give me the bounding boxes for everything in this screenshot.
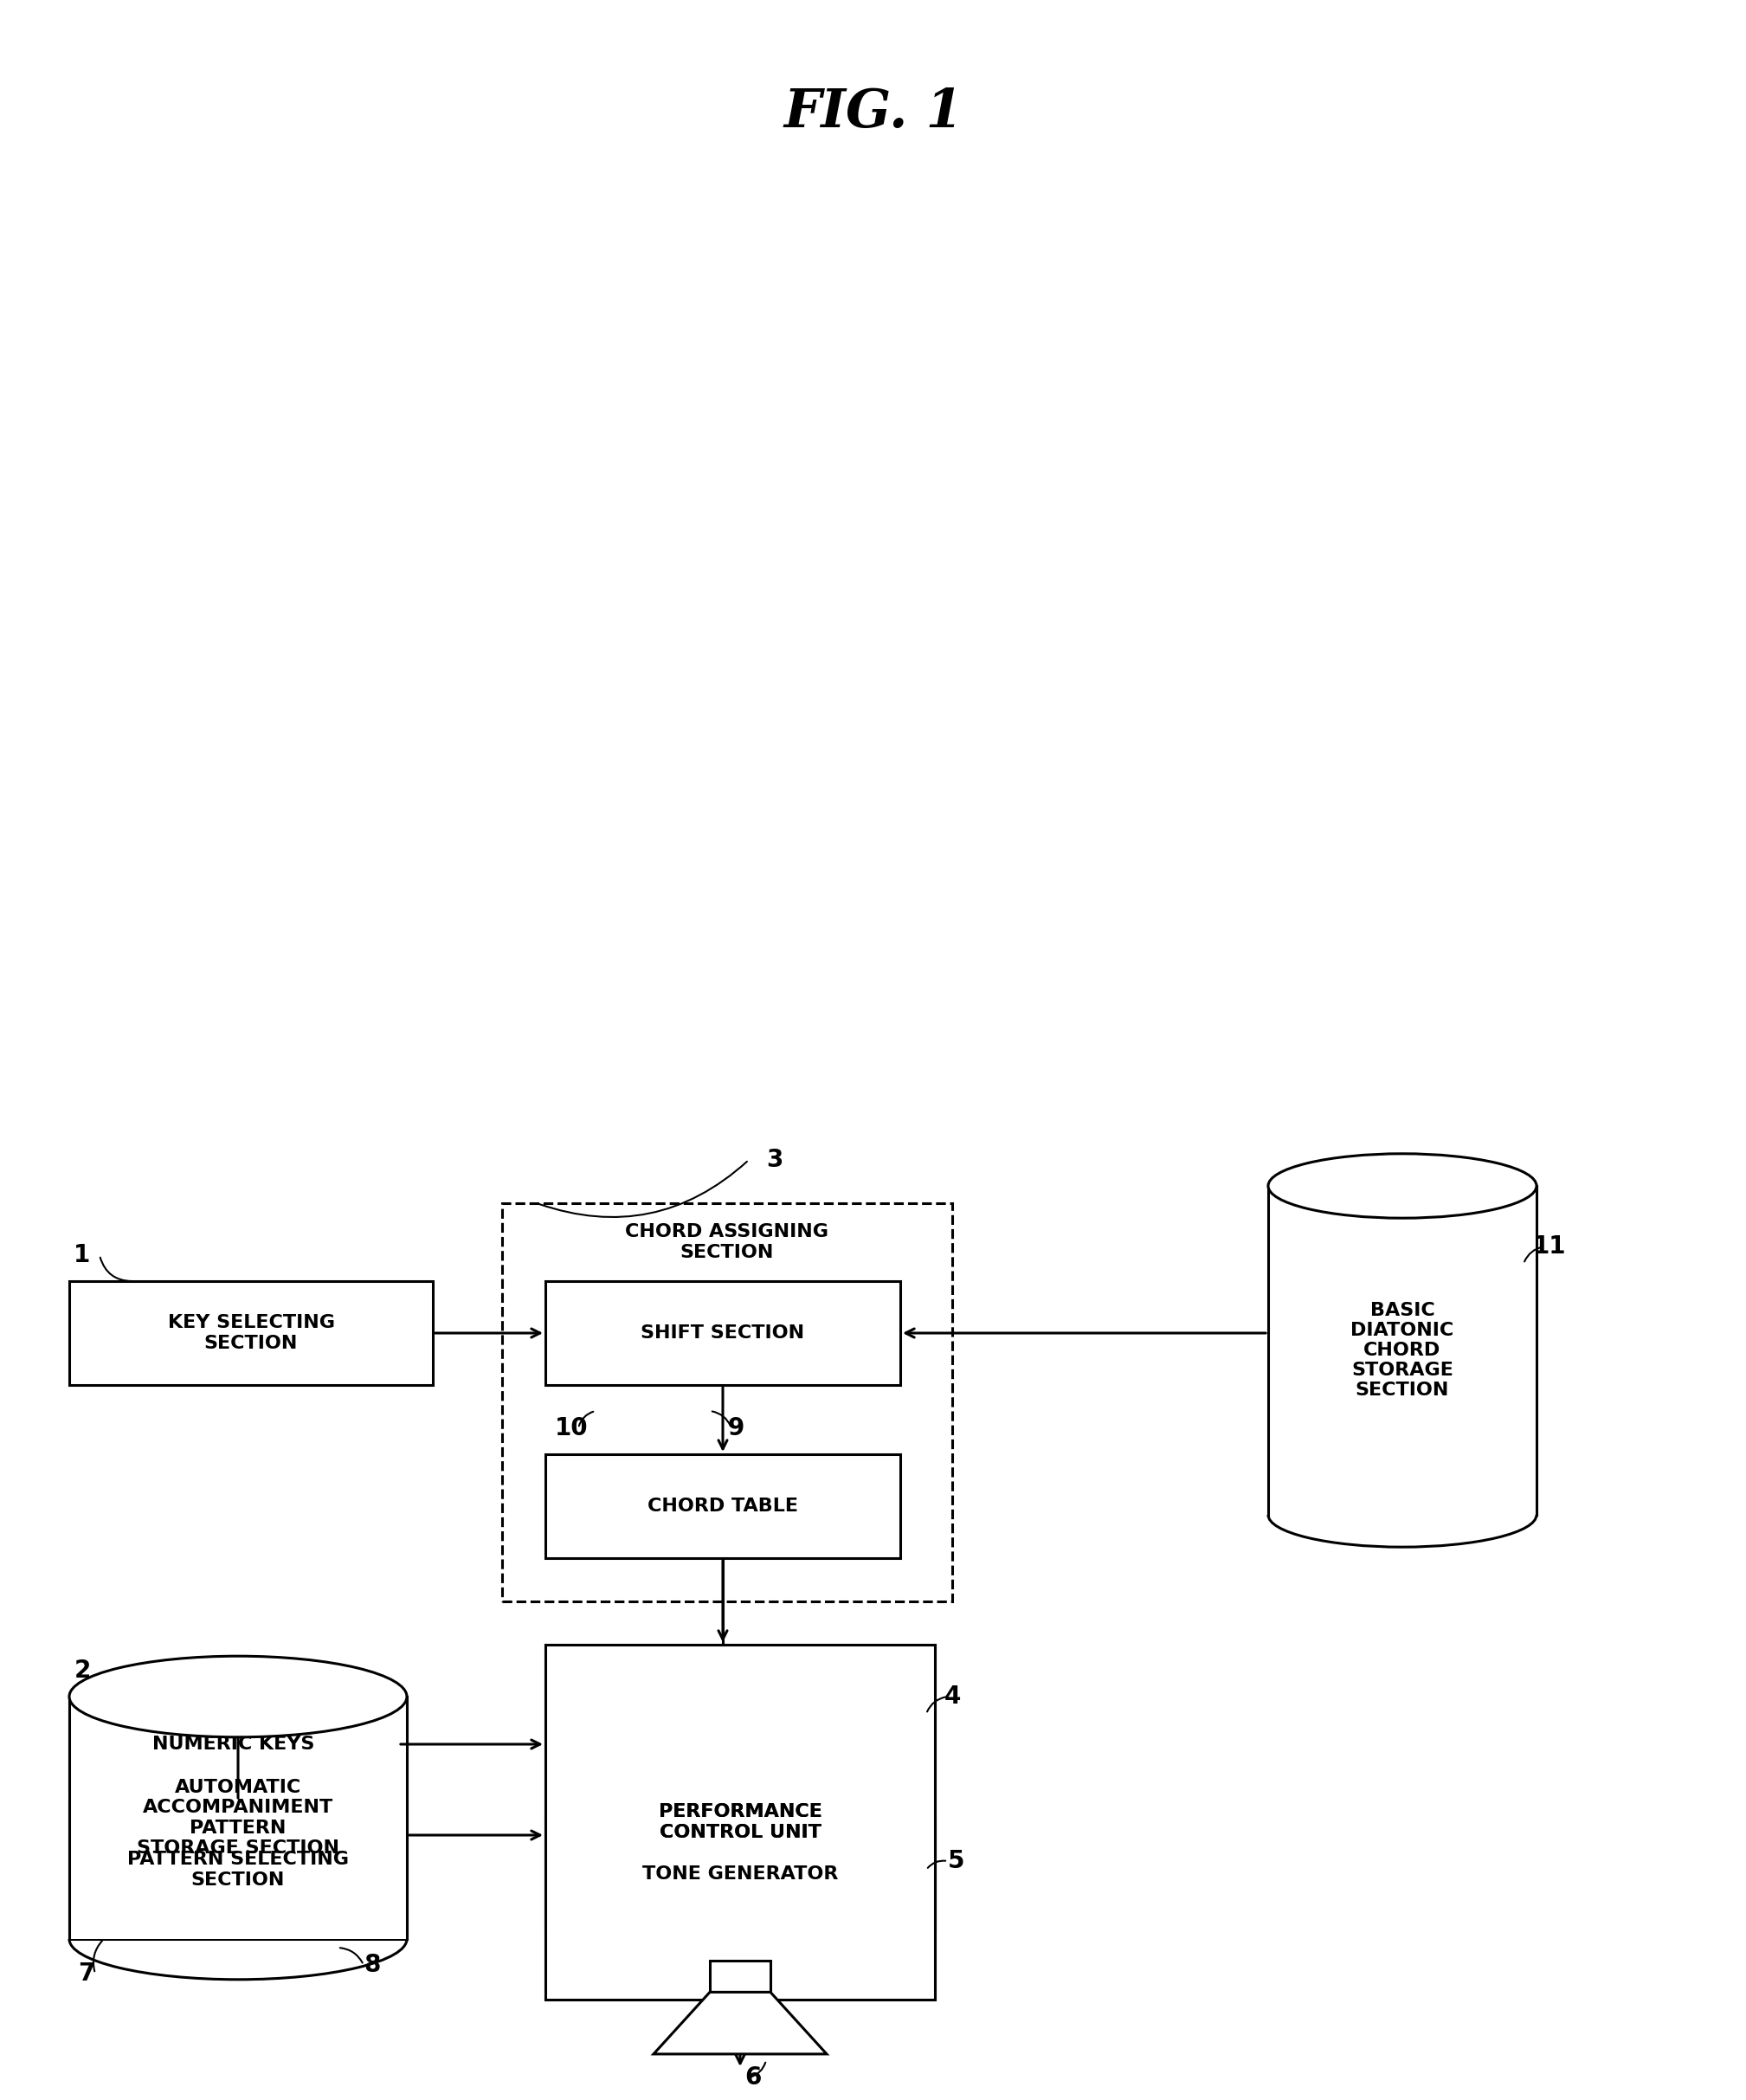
Text: PATTERN SELECTING
SECTION: PATTERN SELECTING SECTION [127, 1850, 349, 1888]
Bar [70, 1697, 407, 1938]
Text: 7: 7 [79, 1961, 94, 1987]
Bar [70, 1281, 433, 1386]
Text: KEY SELECTING
SECTION: KEY SELECTING SECTION [168, 1315, 335, 1352]
Ellipse shape [70, 1657, 407, 1737]
Text: 11: 11 [1533, 1235, 1566, 1258]
Polygon shape [653, 1993, 826, 2054]
Bar [545, 1644, 934, 1999]
Text: 5: 5 [948, 1848, 966, 1873]
Text: 1: 1 [73, 1243, 91, 1266]
Text: CHORD TABLE: CHORD TABLE [648, 1497, 798, 1514]
Text: 4: 4 [945, 1684, 960, 1709]
Text: SHIFT SECTION: SHIFT SECTION [641, 1325, 805, 1342]
Ellipse shape [1268, 1153, 1536, 1218]
Bar [545, 1644, 934, 1999]
Polygon shape [711, 1961, 770, 1993]
Bar [545, 1453, 901, 1558]
Bar [545, 1819, 934, 1930]
Text: 10: 10 [555, 1415, 588, 1441]
Text: 3: 3 [766, 1149, 784, 1172]
Text: PERFORMANCE
CONTROL UNIT: PERFORMANCE CONTROL UNIT [658, 1804, 822, 1842]
Text: 9: 9 [728, 1415, 744, 1441]
Text: BASIC
DIATONIC
CHORD
STORAGE
SECTION: BASIC DIATONIC CHORD STORAGE SECTION [1351, 1302, 1454, 1399]
Text: CHORD ASSIGNING
SECTION: CHORD ASSIGNING SECTION [625, 1224, 829, 1260]
Text: FIG. 1: FIG. 1 [784, 86, 962, 139]
Text: 8: 8 [363, 1953, 381, 1976]
Bar [503, 1203, 952, 1602]
Text: 6: 6 [746, 2066, 761, 2090]
Bar [545, 1281, 901, 1386]
Bar [1268, 1186, 1536, 1514]
Bar [70, 1697, 398, 1791]
Bar [70, 1800, 407, 1938]
Text: AUTOMATIC
ACCOMPANIMENT
PATTERN
STORAGE SECTION: AUTOMATIC ACCOMPANIMENT PATTERN STORAGE … [136, 1779, 339, 1856]
Text: TONE GENERATOR: TONE GENERATOR [643, 1865, 838, 1884]
Text: 2: 2 [73, 1659, 91, 1682]
Text: PERFORMANCE
CONTROL UNIT: PERFORMANCE CONTROL UNIT [658, 1804, 822, 1842]
Text: NUMERIC KEYS: NUMERIC KEYS [152, 1735, 314, 1754]
